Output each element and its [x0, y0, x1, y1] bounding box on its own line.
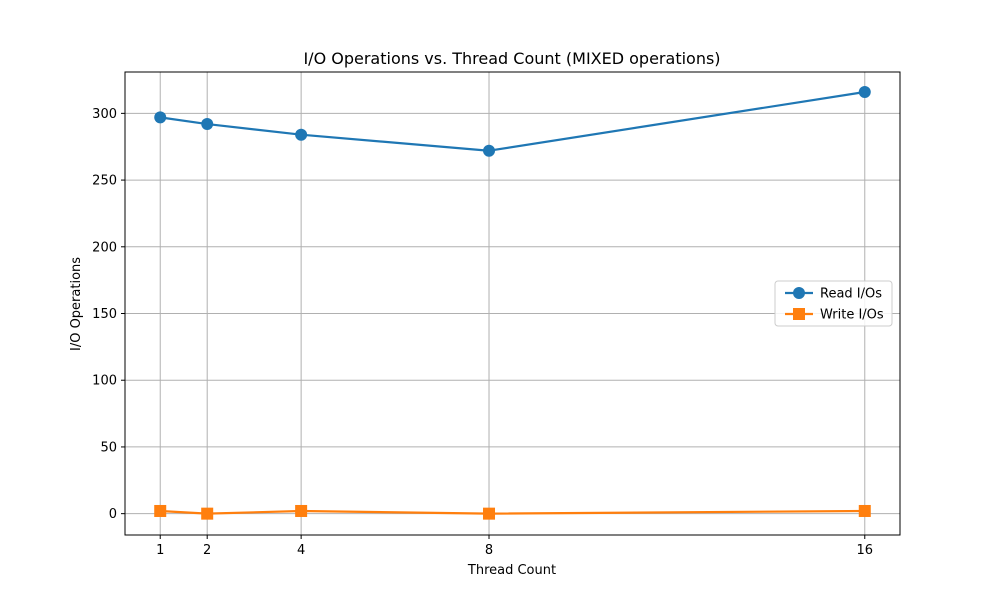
legend-marker-circle	[793, 287, 805, 299]
y-tick-label: 50	[100, 440, 117, 455]
legend-label: Read I/Os	[820, 287, 882, 302]
y-tick-label: 250	[92, 174, 117, 189]
y-tick-label: 150	[92, 307, 117, 322]
legend-marker-square	[793, 308, 805, 320]
plot-frame	[124, 71, 901, 536]
data-point-circle	[858, 86, 871, 99]
y-tick-label: 300	[92, 107, 117, 122]
axis-ticks: 0 50 100 150 200 250 300 1 2 4 8 16	[92, 107, 873, 558]
x-axis-label: Thread Count	[467, 563, 556, 578]
data-point-square	[154, 504, 167, 517]
series-layer	[154, 86, 871, 520]
legend-label: Write I/Os	[820, 308, 884, 323]
data-point-circle	[295, 128, 308, 141]
data-point-circle	[201, 118, 214, 131]
x-tick-label: 4	[297, 543, 305, 558]
x-tick-label: 1	[156, 543, 164, 558]
y-tick-label: 100	[92, 374, 117, 389]
legend: Read I/Os Write I/Os	[774, 280, 893, 327]
x-tick-label: 2	[203, 543, 211, 558]
data-point-square	[483, 507, 496, 520]
data-point-square	[201, 507, 214, 520]
chart-title: I/O Operations vs. Thread Count (MIXED o…	[303, 49, 720, 68]
x-tick-label: 8	[485, 543, 493, 558]
data-point-circle	[483, 144, 496, 157]
y-axis-label: I/O Operations	[69, 257, 84, 351]
data-point-square	[295, 504, 308, 517]
data-point-square	[858, 504, 871, 517]
y-tick-label: 0	[109, 507, 117, 522]
series-line-0	[160, 90, 865, 152]
x-tick-label: 16	[856, 543, 873, 558]
data-point-circle	[154, 111, 167, 124]
y-tick-label: 200	[92, 240, 117, 255]
